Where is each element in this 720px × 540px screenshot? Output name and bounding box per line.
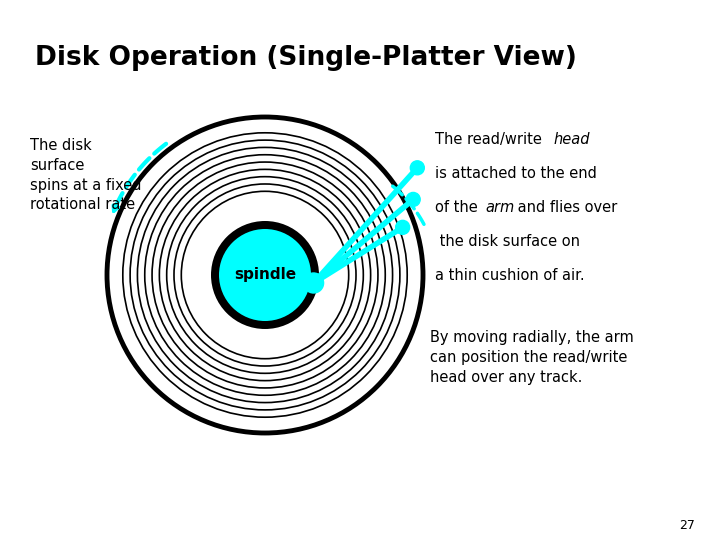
Text: head: head <box>553 132 590 147</box>
Text: of the: of the <box>435 200 482 215</box>
Circle shape <box>406 192 420 206</box>
Circle shape <box>109 119 421 431</box>
Text: arm: arm <box>485 200 514 215</box>
Circle shape <box>211 221 319 329</box>
Text: spindle: spindle <box>234 267 296 282</box>
Circle shape <box>410 161 424 175</box>
Circle shape <box>396 220 410 234</box>
Circle shape <box>219 229 311 321</box>
Text: is attached to the end: is attached to the end <box>435 166 597 181</box>
Circle shape <box>304 273 323 293</box>
Text: and flies over: and flies over <box>513 200 617 215</box>
Text: Disk Operation (Single-Platter View): Disk Operation (Single-Platter View) <box>35 45 577 71</box>
Text: The read/write: The read/write <box>435 132 546 147</box>
Text: 27: 27 <box>679 519 695 532</box>
Text: By moving radially, the arm
can position the read/write
head over any track.: By moving radially, the arm can position… <box>430 330 634 384</box>
Text: The disk
surface
spins at a fixed
rotational rate: The disk surface spins at a fixed rotati… <box>30 138 142 212</box>
Text: the disk surface on: the disk surface on <box>435 234 580 249</box>
Text: a thin cushion of air.: a thin cushion of air. <box>435 268 585 283</box>
